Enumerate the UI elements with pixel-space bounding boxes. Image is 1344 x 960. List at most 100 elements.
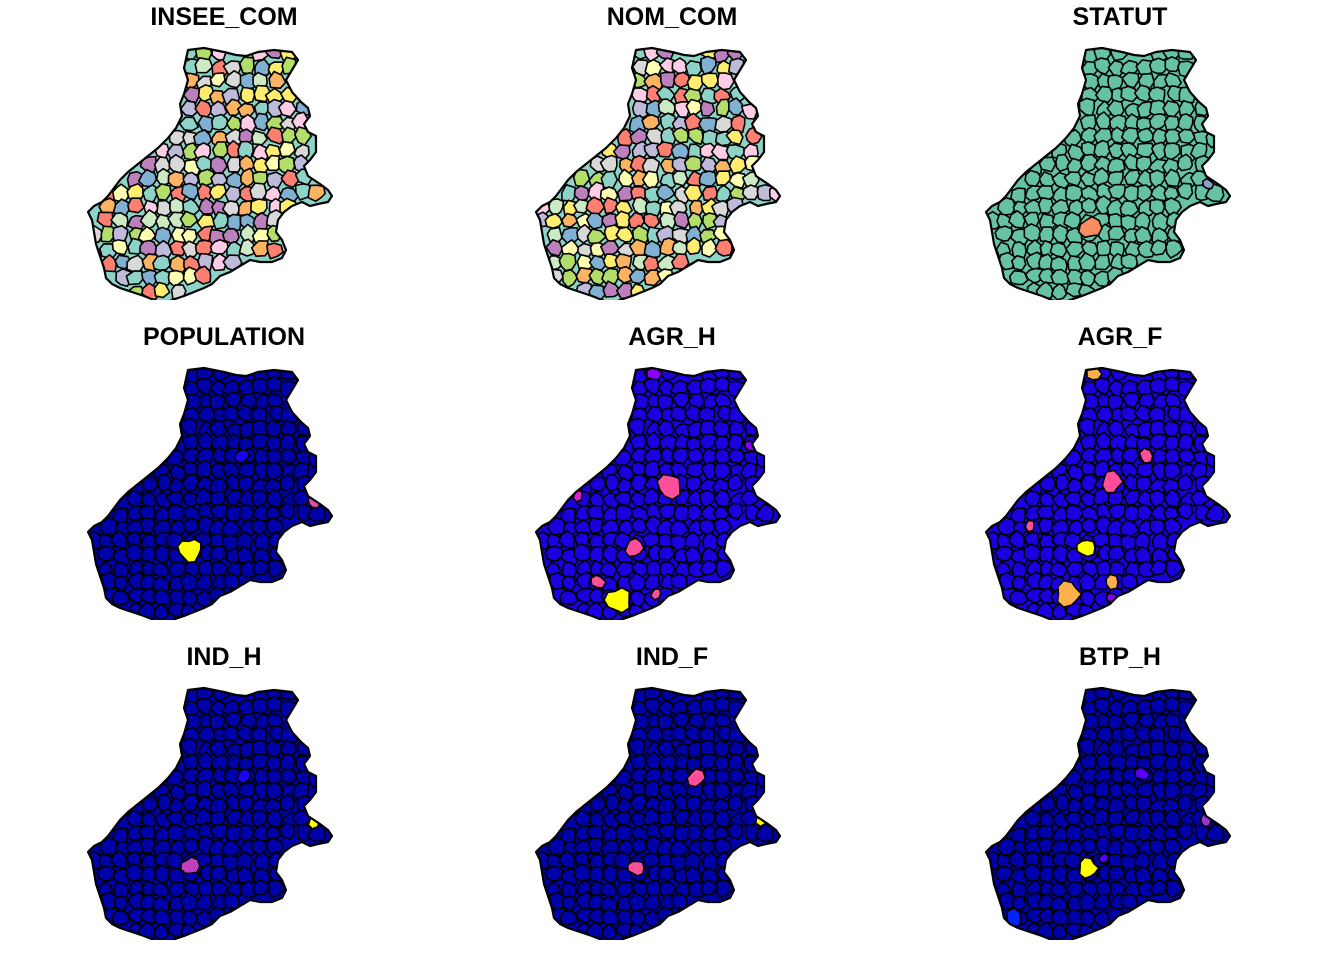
commune-polygon bbox=[714, 238, 733, 257]
commune-polygon bbox=[1051, 544, 1069, 564]
commune-polygon bbox=[1150, 781, 1168, 802]
commune-polygon bbox=[209, 823, 229, 840]
commune-polygon bbox=[1038, 587, 1055, 604]
commune-polygon bbox=[559, 910, 579, 926]
commune-polygon bbox=[1079, 909, 1097, 929]
highlighted-commune bbox=[234, 449, 250, 464]
panel-title: AGR_F bbox=[1077, 323, 1163, 351]
commune-polygon bbox=[208, 586, 228, 605]
highlighted-commune bbox=[1076, 539, 1096, 558]
commune-polygon bbox=[1011, 254, 1027, 272]
commune-polygon bbox=[642, 807, 661, 827]
commune-polygon bbox=[1150, 461, 1168, 482]
commune-polygon bbox=[670, 766, 690, 785]
highlighted-commune bbox=[309, 400, 330, 420]
commune-polygon bbox=[238, 504, 256, 523]
commune-polygon bbox=[1081, 837, 1098, 854]
commune-polygon bbox=[1149, 697, 1169, 715]
commune-polygon bbox=[153, 864, 171, 884]
commune-polygon bbox=[1092, 807, 1111, 827]
commune-polygon bbox=[629, 589, 647, 609]
commune-polygon bbox=[997, 836, 1017, 856]
commune-polygon bbox=[561, 574, 577, 592]
commune-polygon bbox=[558, 850, 576, 869]
commune-polygon bbox=[1051, 864, 1069, 884]
commune-polygon bbox=[630, 473, 648, 493]
commune-polygon bbox=[1163, 808, 1181, 828]
commune-polygon bbox=[1078, 572, 1097, 592]
commune-polygon bbox=[1148, 433, 1169, 451]
commune-polygon bbox=[1164, 128, 1182, 146]
commune-polygon bbox=[573, 185, 590, 202]
commune-polygon bbox=[222, 725, 241, 743]
commune-polygon bbox=[1080, 473, 1098, 493]
commune-polygon bbox=[251, 559, 269, 576]
commune-polygon bbox=[167, 504, 185, 522]
commune-polygon bbox=[197, 168, 215, 188]
commune-polygon bbox=[714, 170, 732, 186]
highlighted-commune bbox=[686, 767, 707, 788]
commune-polygon bbox=[1150, 141, 1168, 162]
commune-polygon bbox=[239, 56, 255, 75]
commune-polygon bbox=[1150, 503, 1168, 522]
commune-polygon bbox=[699, 100, 716, 117]
commune-polygon bbox=[265, 126, 287, 145]
commune-polygon bbox=[1038, 267, 1055, 284]
commune-polygon bbox=[1120, 573, 1139, 590]
commune-polygon bbox=[125, 863, 144, 883]
commune-polygon bbox=[1051, 224, 1069, 244]
commune-polygon bbox=[657, 545, 676, 561]
commune-polygon bbox=[280, 169, 301, 189]
commune-polygon bbox=[1120, 405, 1139, 423]
commune-polygon bbox=[168, 240, 188, 257]
commune-polygon bbox=[266, 448, 284, 466]
commune-polygon bbox=[1149, 198, 1166, 215]
commune-polygon bbox=[1065, 504, 1083, 522]
commune-polygon bbox=[1149, 57, 1169, 75]
commune-polygon bbox=[1135, 155, 1153, 173]
commune-polygon bbox=[1093, 57, 1112, 75]
commune-polygon bbox=[699, 697, 719, 715]
commune-polygon bbox=[198, 197, 217, 215]
commune-polygon bbox=[687, 560, 707, 579]
commune-polygon bbox=[1008, 850, 1026, 869]
highlighted-commune bbox=[309, 723, 331, 741]
commune-polygon bbox=[700, 823, 718, 842]
commune-polygon bbox=[669, 520, 690, 538]
map-panel: POPULATION bbox=[0, 320, 448, 640]
commune-polygon bbox=[548, 198, 565, 217]
commune-polygon bbox=[125, 270, 144, 286]
map-svg bbox=[86, 366, 334, 620]
commune-polygon bbox=[1150, 823, 1168, 842]
commune-polygon bbox=[277, 99, 298, 118]
commune-polygon bbox=[700, 55, 717, 76]
commune-polygon bbox=[1080, 793, 1098, 813]
commune-polygon bbox=[1119, 840, 1140, 858]
commune-polygon bbox=[126, 907, 146, 924]
communes-layer bbox=[986, 688, 1230, 940]
commune-polygon bbox=[125, 543, 144, 563]
commune-polygon bbox=[1024, 505, 1042, 522]
commune-polygon bbox=[156, 199, 174, 219]
choropleth-map bbox=[448, 676, 896, 940]
commune-polygon bbox=[265, 808, 283, 828]
commune-polygon bbox=[544, 212, 563, 229]
commune-polygon bbox=[547, 516, 567, 536]
commune-polygon bbox=[698, 433, 719, 451]
commune-polygon bbox=[182, 473, 200, 493]
panel-title: NOM_COM bbox=[606, 3, 738, 31]
commune-polygon bbox=[208, 183, 228, 201]
commune-polygon bbox=[1150, 183, 1168, 202]
commune-polygon bbox=[1049, 241, 1068, 258]
department-border bbox=[86, 686, 334, 940]
commune-polygon bbox=[631, 196, 649, 215]
commune-polygon bbox=[630, 793, 648, 813]
commune-polygon bbox=[994, 225, 1013, 242]
commune-polygon bbox=[573, 543, 592, 563]
commune-polygon bbox=[544, 865, 563, 882]
commune-polygon bbox=[1165, 239, 1184, 259]
commune-polygon bbox=[727, 448, 746, 465]
department-border bbox=[984, 686, 1232, 940]
commune-polygon bbox=[96, 865, 115, 882]
commune-polygon bbox=[588, 796, 607, 813]
